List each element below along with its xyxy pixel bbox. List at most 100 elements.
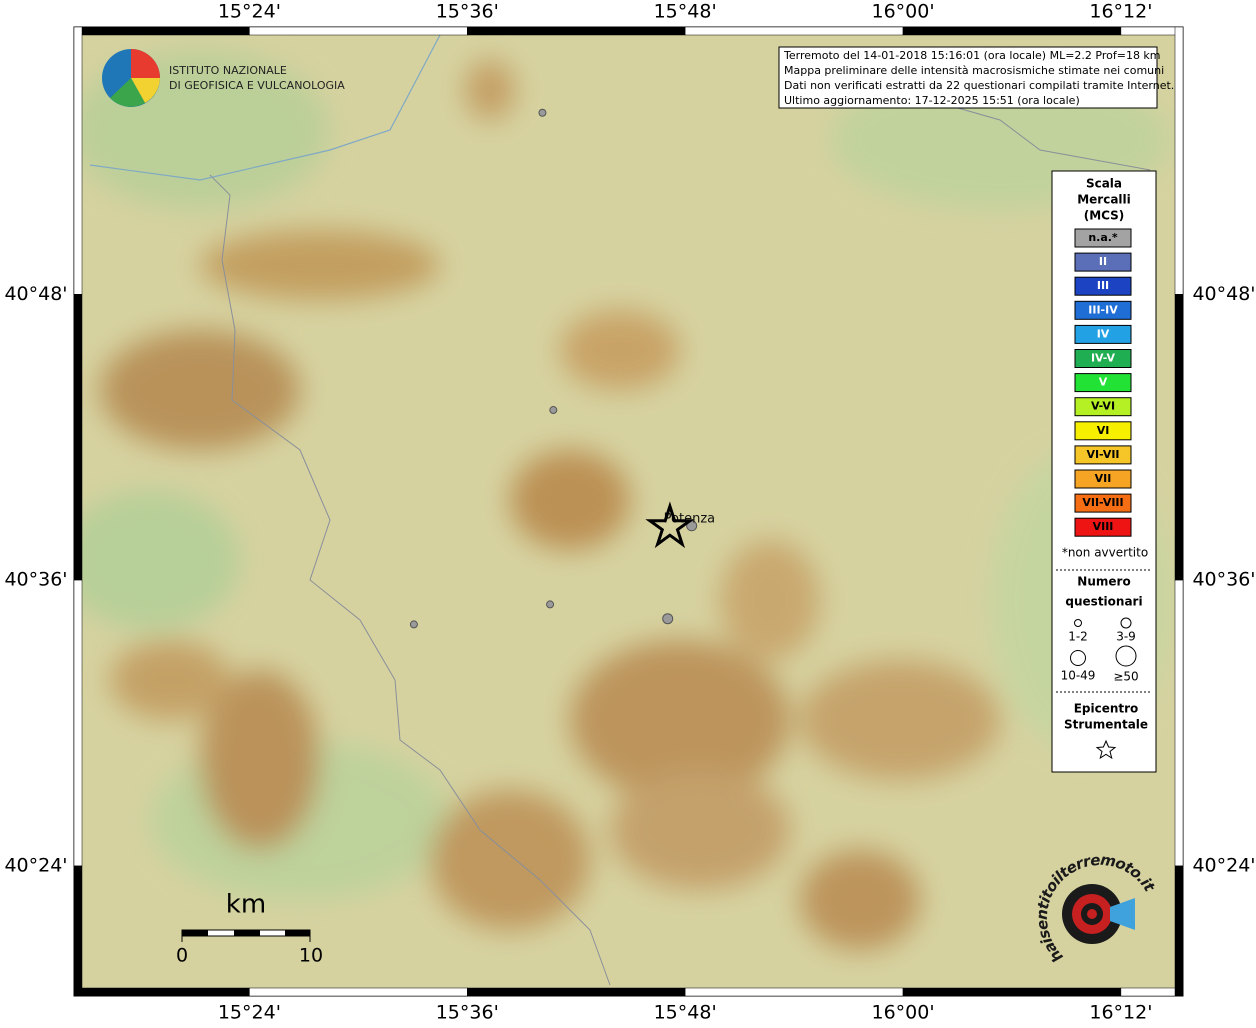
questionnaire-point [538,108,547,117]
info-line: Dati non verificati estratti da 22 quest… [784,79,1174,92]
lon-label: 16°12' [1089,1,1152,23]
legend-label: V-VI [1091,400,1115,413]
legend-swatch [1074,228,1132,248]
legend-label: IV-V [1091,352,1116,365]
lon-label: 16°00' [871,1002,934,1024]
info-box: Terremoto del 14-01-2018 15:16:01 (ora l… [778,46,1174,109]
legend-title: Epicentro [1074,702,1139,716]
legend-label: VII [1095,472,1112,485]
legend-title: Strumentale [1064,718,1148,732]
ingv-logo: ISTITUTO NAZIONALE DI GEOFISICA E VULCAN… [102,49,345,107]
questionnaire-point [546,600,555,609]
legend-swatch [1074,324,1132,344]
lat-label: 40°48' [4,283,67,305]
lon-label: 15°36' [436,1,499,23]
legend-size [1115,645,1137,667]
lon-label: 15°24' [218,1,281,23]
legend-swatch [1074,397,1132,417]
questionnaire-point [662,613,674,625]
scale-unit: km [226,890,266,920]
frame-stripe [902,987,1122,997]
legend-swatch [1074,300,1132,320]
frame-stripe [73,987,250,997]
logo-text: ISTITUTO NAZIONALE [169,64,287,77]
legend-size [1120,617,1132,629]
legend-size-label: 10-49 [1061,669,1096,683]
frame-stripe [73,865,83,997]
legend-size [1074,619,1082,627]
scale-bar: km 0 10 [176,890,323,967]
info-line: Terremoto del 14-01-2018 15:16:01 (ora l… [783,49,1161,62]
questionnaire-point [549,406,558,415]
terrain [82,35,1175,988]
legend-swatch [1074,373,1132,393]
legend-title: Scala [1086,177,1122,191]
legend-label: V [1099,376,1108,389]
map-frame [73,26,1184,997]
legend-size-label: ≥50 [1113,670,1138,684]
legend-swatch [1074,252,1132,272]
lon-label: 15°48' [654,1,717,23]
info-line: Ultimo aggiornamento: 17-12-2025 15:51 (… [784,94,1080,107]
frame-stripe [1174,579,1184,867]
legend-label: IV [1097,327,1110,340]
legend-star [1095,739,1117,760]
frame-stripe [684,987,904,997]
legend-size-label: 1-2 [1068,630,1088,644]
legend-label: III-IV [1088,303,1118,316]
legend-swatch [1074,349,1132,368]
frame-stripe [249,987,468,997]
legend-title: questionari [1065,595,1142,609]
frame-stripe [73,579,83,867]
legend-label: VIII [1093,520,1114,533]
info-line: Mappa preliminare delle intensità macros… [784,64,1164,77]
frame-stripe [1120,26,1184,36]
legend-swatch [1074,493,1132,513]
lon-label: 15°24' [218,1002,281,1024]
lat-label: 40°24' [1192,854,1255,876]
lat-label: 40°36' [4,569,67,591]
frame-stripe [73,26,83,295]
legend-size-label: 3-9 [1116,630,1136,644]
questionnaire-points: Potenza [409,108,715,629]
frame-stripe [1174,294,1184,581]
lon-label: 16°00' [871,1,934,23]
frame-stripe [249,26,468,36]
legend-title: Mercalli [1077,193,1131,207]
legend-label: VI [1097,424,1110,437]
frame-stripe [1174,26,1184,295]
legend-size [1070,650,1086,666]
frame-stripe [467,26,686,36]
legend-title: (MCS) [1084,209,1125,223]
lat-label: 40°36' [1192,569,1255,591]
legend-swatch [1074,421,1132,441]
legend-swatch [1074,445,1132,465]
place-label: Potenza [664,511,715,526]
frame-stripe [467,987,686,997]
frame-stripe [902,26,1122,36]
legend-swatch [1074,517,1132,537]
lon-label: 15°36' [436,1002,499,1024]
legend-label: II [1099,255,1107,268]
questionnaire-point [409,620,418,629]
scale-label: 10 [299,945,323,967]
legend: Scala Mercalli (MCS) *non avvertito Nume… [1051,170,1157,773]
frame-stripe [1174,865,1184,997]
frame-stripe [1120,987,1184,997]
frame-stripe [73,294,83,581]
logo-text: DI GEOFISICA E VULCANOLOGIA [169,79,345,92]
legend-title: Numero [1077,575,1130,589]
scale-label: 0 [176,945,188,967]
legend-note: *non avvertito [1062,546,1148,560]
legend-label: III [1097,279,1109,292]
epicenter-star [645,501,695,549]
lon-label: 16°12' [1089,1002,1152,1024]
lat-label: 40°24' [4,854,67,876]
lon-label: 15°48' [654,1002,717,1024]
legend-swatch [1074,469,1132,489]
lat-label: 40°48' [1192,283,1255,305]
frame-stripe [73,26,250,36]
legend-label: VII-VIII [1082,496,1123,509]
